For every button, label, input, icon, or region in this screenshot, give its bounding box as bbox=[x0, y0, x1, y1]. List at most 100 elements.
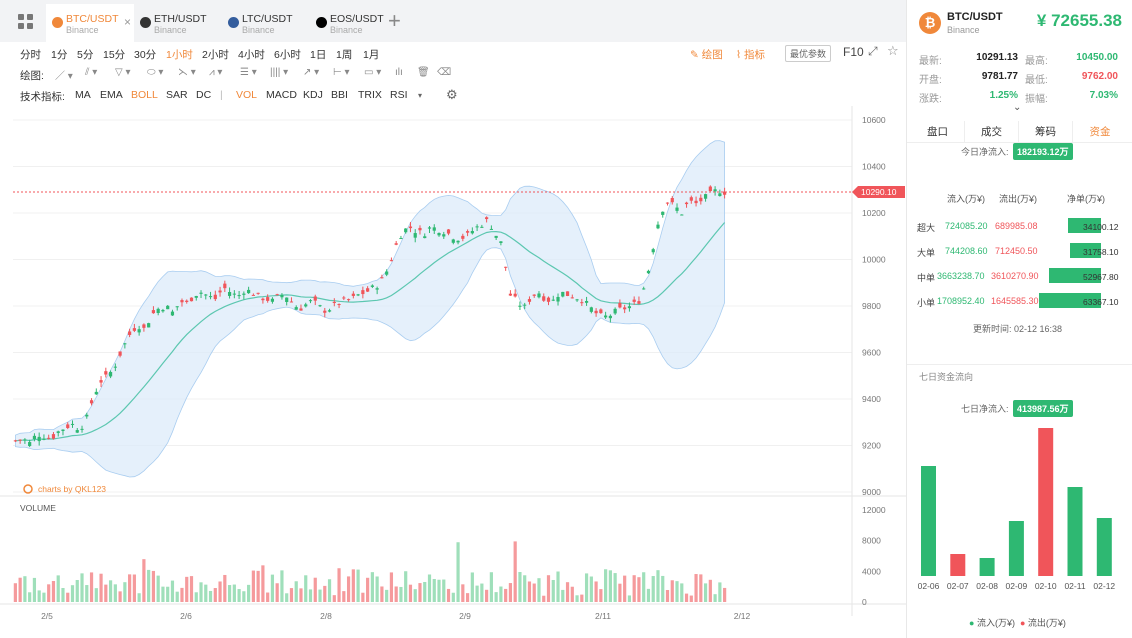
indicator-sar[interactable]: SAR bbox=[166, 89, 188, 101]
expand-chevron-icon[interactable]: ⌄ bbox=[1013, 102, 1022, 113]
draw-tool-button[interactable]: ✎ 绘图 bbox=[690, 49, 723, 61]
more-indicators-icon[interactable]: ▾ bbox=[418, 91, 423, 100]
candle-body bbox=[718, 193, 722, 197]
candle-body bbox=[432, 227, 436, 231]
eth-icon bbox=[140, 17, 151, 28]
flow-net: 31758.10 bbox=[1083, 247, 1119, 257]
candle-body bbox=[194, 295, 198, 298]
candle-body bbox=[675, 207, 679, 211]
candle-body bbox=[627, 306, 632, 309]
add-tab-icon[interactable]: + bbox=[388, 8, 401, 33]
measure-tool-icon[interactable]: ⊢ ▾ bbox=[333, 67, 350, 78]
timeframe-5[interactable]: 1小时 bbox=[166, 49, 193, 61]
candle-body bbox=[385, 271, 389, 275]
indicator-button[interactable]: ⌇ 指标 bbox=[736, 49, 766, 61]
tab-ltc-usdt[interactable]: LTC/USDT Binance bbox=[222, 4, 310, 42]
seven-day-bar bbox=[1096, 518, 1112, 576]
shape-tool-icon[interactable]: ⬭ ▾ bbox=[147, 67, 164, 78]
timeframe-2[interactable]: 5分 bbox=[77, 49, 94, 61]
tab-eth-usdt[interactable]: ETH/USDT Binance bbox=[134, 4, 222, 42]
volume-bar bbox=[13, 583, 17, 602]
qkl-logo-icon bbox=[23, 484, 33, 494]
price-chart[interactable]: 10600 10400 10200 10000 9800 9600 9400 9200 9000… bbox=[0, 106, 906, 636]
grid-menu-icon[interactable] bbox=[18, 14, 34, 30]
line-tool-icon[interactable]: ／ ▾ bbox=[55, 71, 73, 82]
timeframe-1[interactable]: 1分 bbox=[51, 49, 68, 61]
pattern-tool-icon[interactable]: ⩘ ▾ bbox=[209, 67, 223, 78]
star-icon[interactable]: ☆ bbox=[887, 43, 899, 58]
trash-icon[interactable]: 🗑 bbox=[417, 67, 430, 78]
indicator-bbi[interactable]: BBI bbox=[331, 89, 348, 101]
volume-bar bbox=[175, 591, 179, 602]
triangle-tool-icon[interactable]: ▽ ▾ bbox=[115, 67, 131, 78]
fork-tool-icon[interactable]: ⋋ ▾ bbox=[178, 67, 196, 78]
timeframe-4[interactable]: 30分 bbox=[134, 49, 157, 61]
volume-bar bbox=[504, 588, 508, 602]
flow-net: 63367.10 bbox=[1083, 297, 1119, 307]
timeframe-8[interactable]: 6小时 bbox=[274, 49, 301, 61]
eraser-icon[interactable]: ⌫ bbox=[437, 67, 452, 78]
timeframe-3[interactable]: 15分 bbox=[103, 49, 126, 61]
candle-body bbox=[604, 315, 608, 318]
panel-tab-2[interactable]: 筹码 bbox=[1019, 121, 1073, 143]
panel-tab-1[interactable]: 成交 bbox=[965, 121, 1019, 143]
tab-btc-usdt[interactable]: BTC/USDT Binance × bbox=[46, 4, 134, 42]
tab-eos-usdt[interactable]: EOS/USDT Binance bbox=[310, 4, 398, 42]
seven-day-net-label: 七日净流入: bbox=[961, 404, 1009, 414]
indicator-vol[interactable]: VOL bbox=[236, 89, 258, 101]
timeframe-11[interactable]: 1月 bbox=[363, 49, 380, 61]
timeframe-9[interactable]: 1日 bbox=[310, 49, 327, 61]
indicator-boll[interactable]: BOLL bbox=[131, 89, 158, 101]
net-inflow-value: 182193.12万 bbox=[1013, 143, 1073, 160]
gann-tool-icon[interactable]: |||| ▾ bbox=[270, 67, 289, 78]
candle-body bbox=[28, 442, 32, 446]
update-time: 更新时间: 02-12 16:38 bbox=[973, 324, 1063, 334]
parallel-tool-icon[interactable]: ⫽ ▾ bbox=[85, 67, 98, 78]
indicator-rsi[interactable]: RSI bbox=[390, 89, 408, 101]
candle-body bbox=[142, 324, 146, 328]
panel-tab-0[interactable]: 盘口 bbox=[911, 121, 965, 143]
timeframe-6[interactable]: 2小时 bbox=[202, 49, 229, 61]
f10-button[interactable]: F10 bbox=[843, 45, 864, 59]
indicator-ema[interactable]: EMA bbox=[100, 89, 123, 101]
candle-body bbox=[47, 437, 51, 439]
settings-gear-icon[interactable]: ⚙ bbox=[446, 87, 458, 102]
seven-day-date: 02-11 bbox=[1064, 581, 1085, 591]
candle-body bbox=[661, 211, 665, 215]
indicator-ma[interactable]: MA bbox=[75, 89, 91, 101]
panel-tab-3[interactable]: 资金 bbox=[1089, 126, 1111, 138]
volume-bar bbox=[370, 572, 374, 602]
fib-tool-icon[interactable]: ☰ ▾ bbox=[240, 67, 257, 78]
volume-bar bbox=[342, 591, 346, 602]
candle-body bbox=[337, 304, 341, 306]
candle-body bbox=[170, 311, 175, 316]
fullscreen-icon[interactable]: ⤢ bbox=[868, 44, 878, 58]
indicator-kdj[interactable]: KDJ bbox=[303, 89, 323, 101]
close-tab-icon[interactable]: × bbox=[123, 15, 131, 29]
volume-bar bbox=[223, 574, 227, 602]
timeframe-0[interactable]: 分时 bbox=[20, 49, 41, 61]
volume-bar bbox=[156, 575, 160, 602]
timeframe-10[interactable]: 1周 bbox=[336, 49, 353, 61]
timeframe-7[interactable]: 4小时 bbox=[238, 49, 265, 61]
volume-bar bbox=[418, 583, 422, 602]
indicator-macd[interactable]: MACD bbox=[266, 89, 297, 101]
indicator-trix[interactable]: TRIX bbox=[358, 89, 382, 101]
volume-bar bbox=[128, 574, 132, 602]
optimal-params-button[interactable]: 最优参数 bbox=[785, 45, 832, 62]
indicator-dc[interactable]: DC bbox=[196, 89, 212, 101]
tab-exchange: Binance bbox=[66, 25, 99, 35]
chart-tool-icon[interactable]: ılı bbox=[395, 67, 403, 78]
candle-body bbox=[470, 231, 474, 234]
volume-bar bbox=[656, 570, 660, 602]
note-tool-icon[interactable]: ▭ ▾ bbox=[364, 67, 382, 78]
candle-body bbox=[123, 343, 127, 345]
indicator-label: 技术指标: bbox=[20, 91, 65, 103]
volume-bar bbox=[194, 592, 198, 602]
volume-bar bbox=[18, 577, 22, 602]
drawing-toolbar: 绘图: ／ ▾ ⫽ ▾ ▽ ▾ ⬭ ▾ ⋋ ▾ ⩘ ▾ ☰ ▾ |||| ▾ ↗… bbox=[0, 64, 906, 84]
candle-body bbox=[213, 294, 217, 300]
arrow-tool-icon[interactable]: ↗ ▾ bbox=[303, 67, 320, 78]
volume-bar bbox=[394, 586, 398, 602]
candle-body bbox=[66, 424, 70, 429]
